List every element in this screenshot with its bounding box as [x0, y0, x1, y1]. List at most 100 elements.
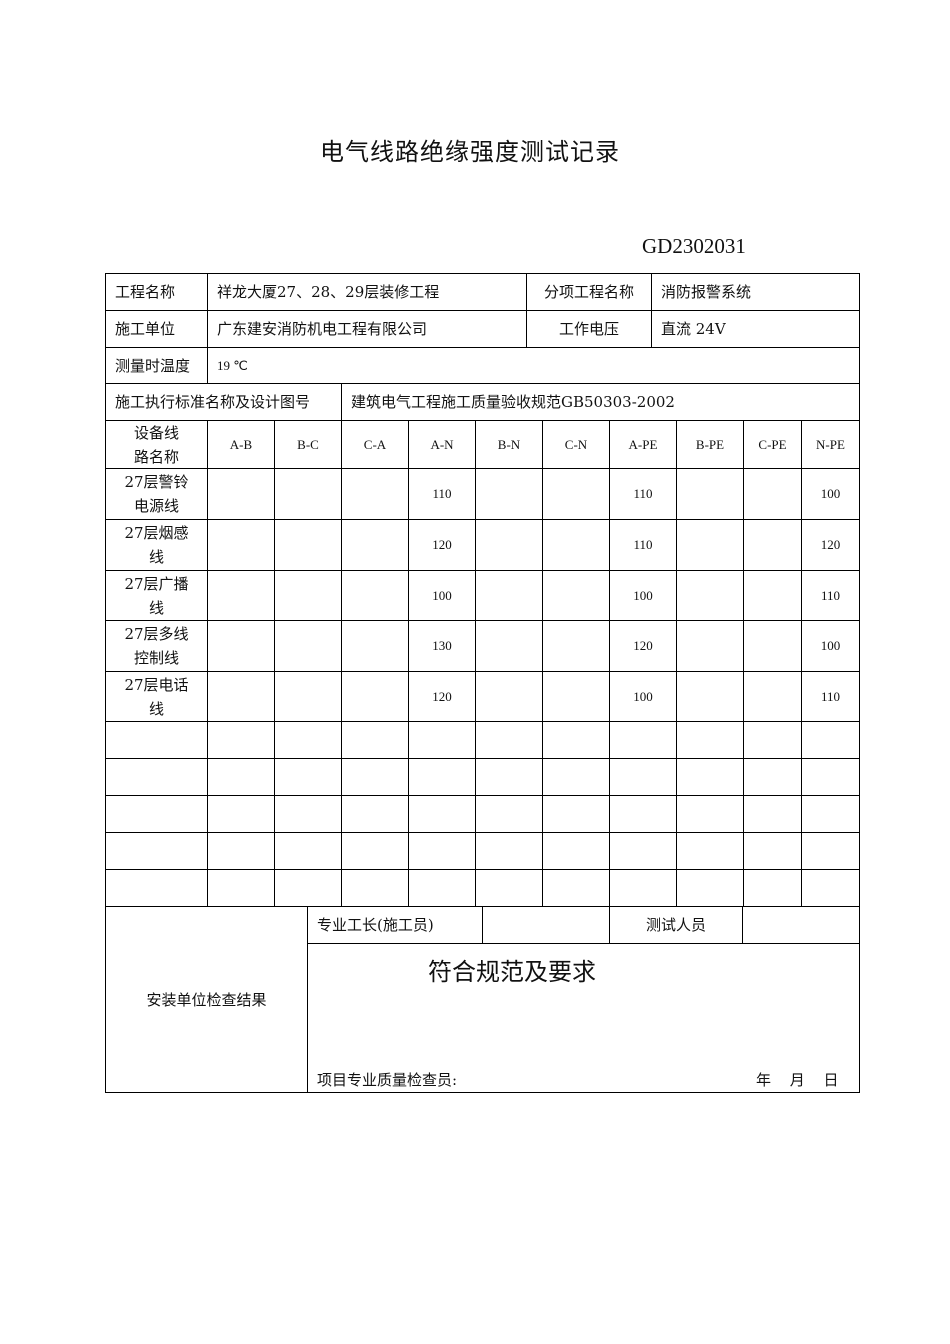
value-cell [609, 832, 677, 870]
row-name [105, 758, 208, 796]
value-cell [743, 832, 802, 870]
project-name-value: 祥龙大厦27、28、29层装修工程 [207, 273, 527, 311]
value-cell: 100 [408, 570, 476, 621]
value-cell [341, 832, 409, 870]
value-cell [542, 671, 610, 722]
value-cell [274, 570, 342, 621]
column-header: A-PE [609, 420, 677, 469]
value-cell: 130 [408, 620, 476, 672]
foreman-label: 专业工长(施工员) [307, 906, 483, 944]
value-cell [341, 869, 409, 907]
value-cell: 120 [408, 519, 476, 571]
value-cell: 120 [609, 620, 677, 672]
value-cell [743, 570, 802, 621]
column-header: A-N [408, 420, 476, 469]
temperature-value: 19 ℃ [207, 347, 860, 384]
value-cell [274, 671, 342, 722]
value-cell [274, 832, 342, 870]
value-cell [542, 758, 610, 796]
value-cell: 100 [609, 671, 677, 722]
value-cell [207, 758, 275, 796]
value-cell [207, 620, 275, 672]
value-cell [609, 758, 677, 796]
column-header: C-A [341, 420, 409, 469]
value-cell [542, 468, 610, 520]
value-cell [341, 721, 409, 759]
row-name: 27层警铃电源线 [105, 468, 208, 520]
value-cell [341, 519, 409, 571]
value-cell [341, 620, 409, 672]
standard-label: 施工执行标准名称及设计图号 [105, 383, 342, 421]
value-cell [408, 869, 476, 907]
value-cell [475, 758, 543, 796]
value-cell [676, 795, 744, 833]
value-cell [609, 795, 677, 833]
contractor-label: 施工单位 [105, 310, 208, 348]
row-name: 27层烟感线 [105, 519, 208, 571]
value-cell [743, 671, 802, 722]
value-cell: 110 [408, 468, 476, 520]
value-cell [274, 869, 342, 907]
value-cell [676, 869, 744, 907]
value-cell [542, 721, 610, 759]
value-cell: 120 [801, 519, 860, 571]
value-cell [341, 570, 409, 621]
value-cell [743, 721, 802, 759]
value-cell [801, 795, 860, 833]
value-cell [676, 468, 744, 520]
column-header: B-N [475, 420, 543, 469]
row-name [105, 795, 208, 833]
value-cell [542, 869, 610, 907]
value-cell [207, 570, 275, 621]
value-cell [207, 671, 275, 722]
value-cell: 110 [801, 671, 860, 722]
value-cell [408, 795, 476, 833]
result-text: 符合规范及要求 [428, 958, 596, 986]
value-cell [676, 721, 744, 759]
sub-project-value: 消防报警系统 [651, 273, 860, 311]
column-header: C-PE [743, 420, 802, 469]
value-cell [801, 758, 860, 796]
value-cell [207, 869, 275, 907]
row-header-label: 设备线路名称 [105, 420, 208, 469]
value-cell [207, 832, 275, 870]
foreman-value [482, 906, 610, 944]
value-cell [743, 620, 802, 672]
value-cell [676, 758, 744, 796]
value-cell [801, 721, 860, 759]
project-name-label: 工程名称 [105, 273, 208, 311]
value-cell [274, 758, 342, 796]
value-cell [609, 721, 677, 759]
sub-project-label: 分项工程名称 [526, 273, 652, 311]
column-header: N-PE [801, 420, 860, 469]
value-cell [274, 795, 342, 833]
value-cell [542, 795, 610, 833]
value-cell [542, 570, 610, 621]
value-cell [274, 519, 342, 571]
value-cell [743, 468, 802, 520]
row-name: 27层广播线 [105, 570, 208, 621]
value-cell: 100 [801, 468, 860, 520]
value-cell [542, 519, 610, 571]
value-cell [274, 468, 342, 520]
value-cell [475, 570, 543, 621]
tester-label: 测试人员 [609, 906, 743, 944]
value-cell [341, 468, 409, 520]
value-cell: 110 [609, 519, 677, 571]
value-cell [676, 570, 744, 621]
value-cell: 120 [408, 671, 476, 722]
temperature-label: 测量时温度 [105, 347, 208, 384]
value-cell [207, 721, 275, 759]
contractor-value: 广东建安消防机电工程有限公司 [207, 310, 527, 348]
value-cell [743, 795, 802, 833]
value-cell [475, 468, 543, 520]
value-cell [475, 519, 543, 571]
value-cell [676, 671, 744, 722]
value-cell [743, 758, 802, 796]
voltage-label: 工作电压 [526, 310, 652, 348]
value-cell [475, 869, 543, 907]
value-cell [801, 832, 860, 870]
value-cell: 100 [609, 570, 677, 621]
value-cell [743, 519, 802, 571]
document-title: 电气线路绝缘强度测试记录 [320, 138, 620, 166]
